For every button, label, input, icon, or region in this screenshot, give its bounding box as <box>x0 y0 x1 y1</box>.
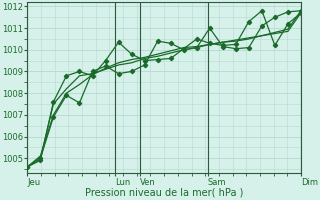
X-axis label: Pression niveau de la mer( hPa ): Pression niveau de la mer( hPa ) <box>85 188 243 198</box>
